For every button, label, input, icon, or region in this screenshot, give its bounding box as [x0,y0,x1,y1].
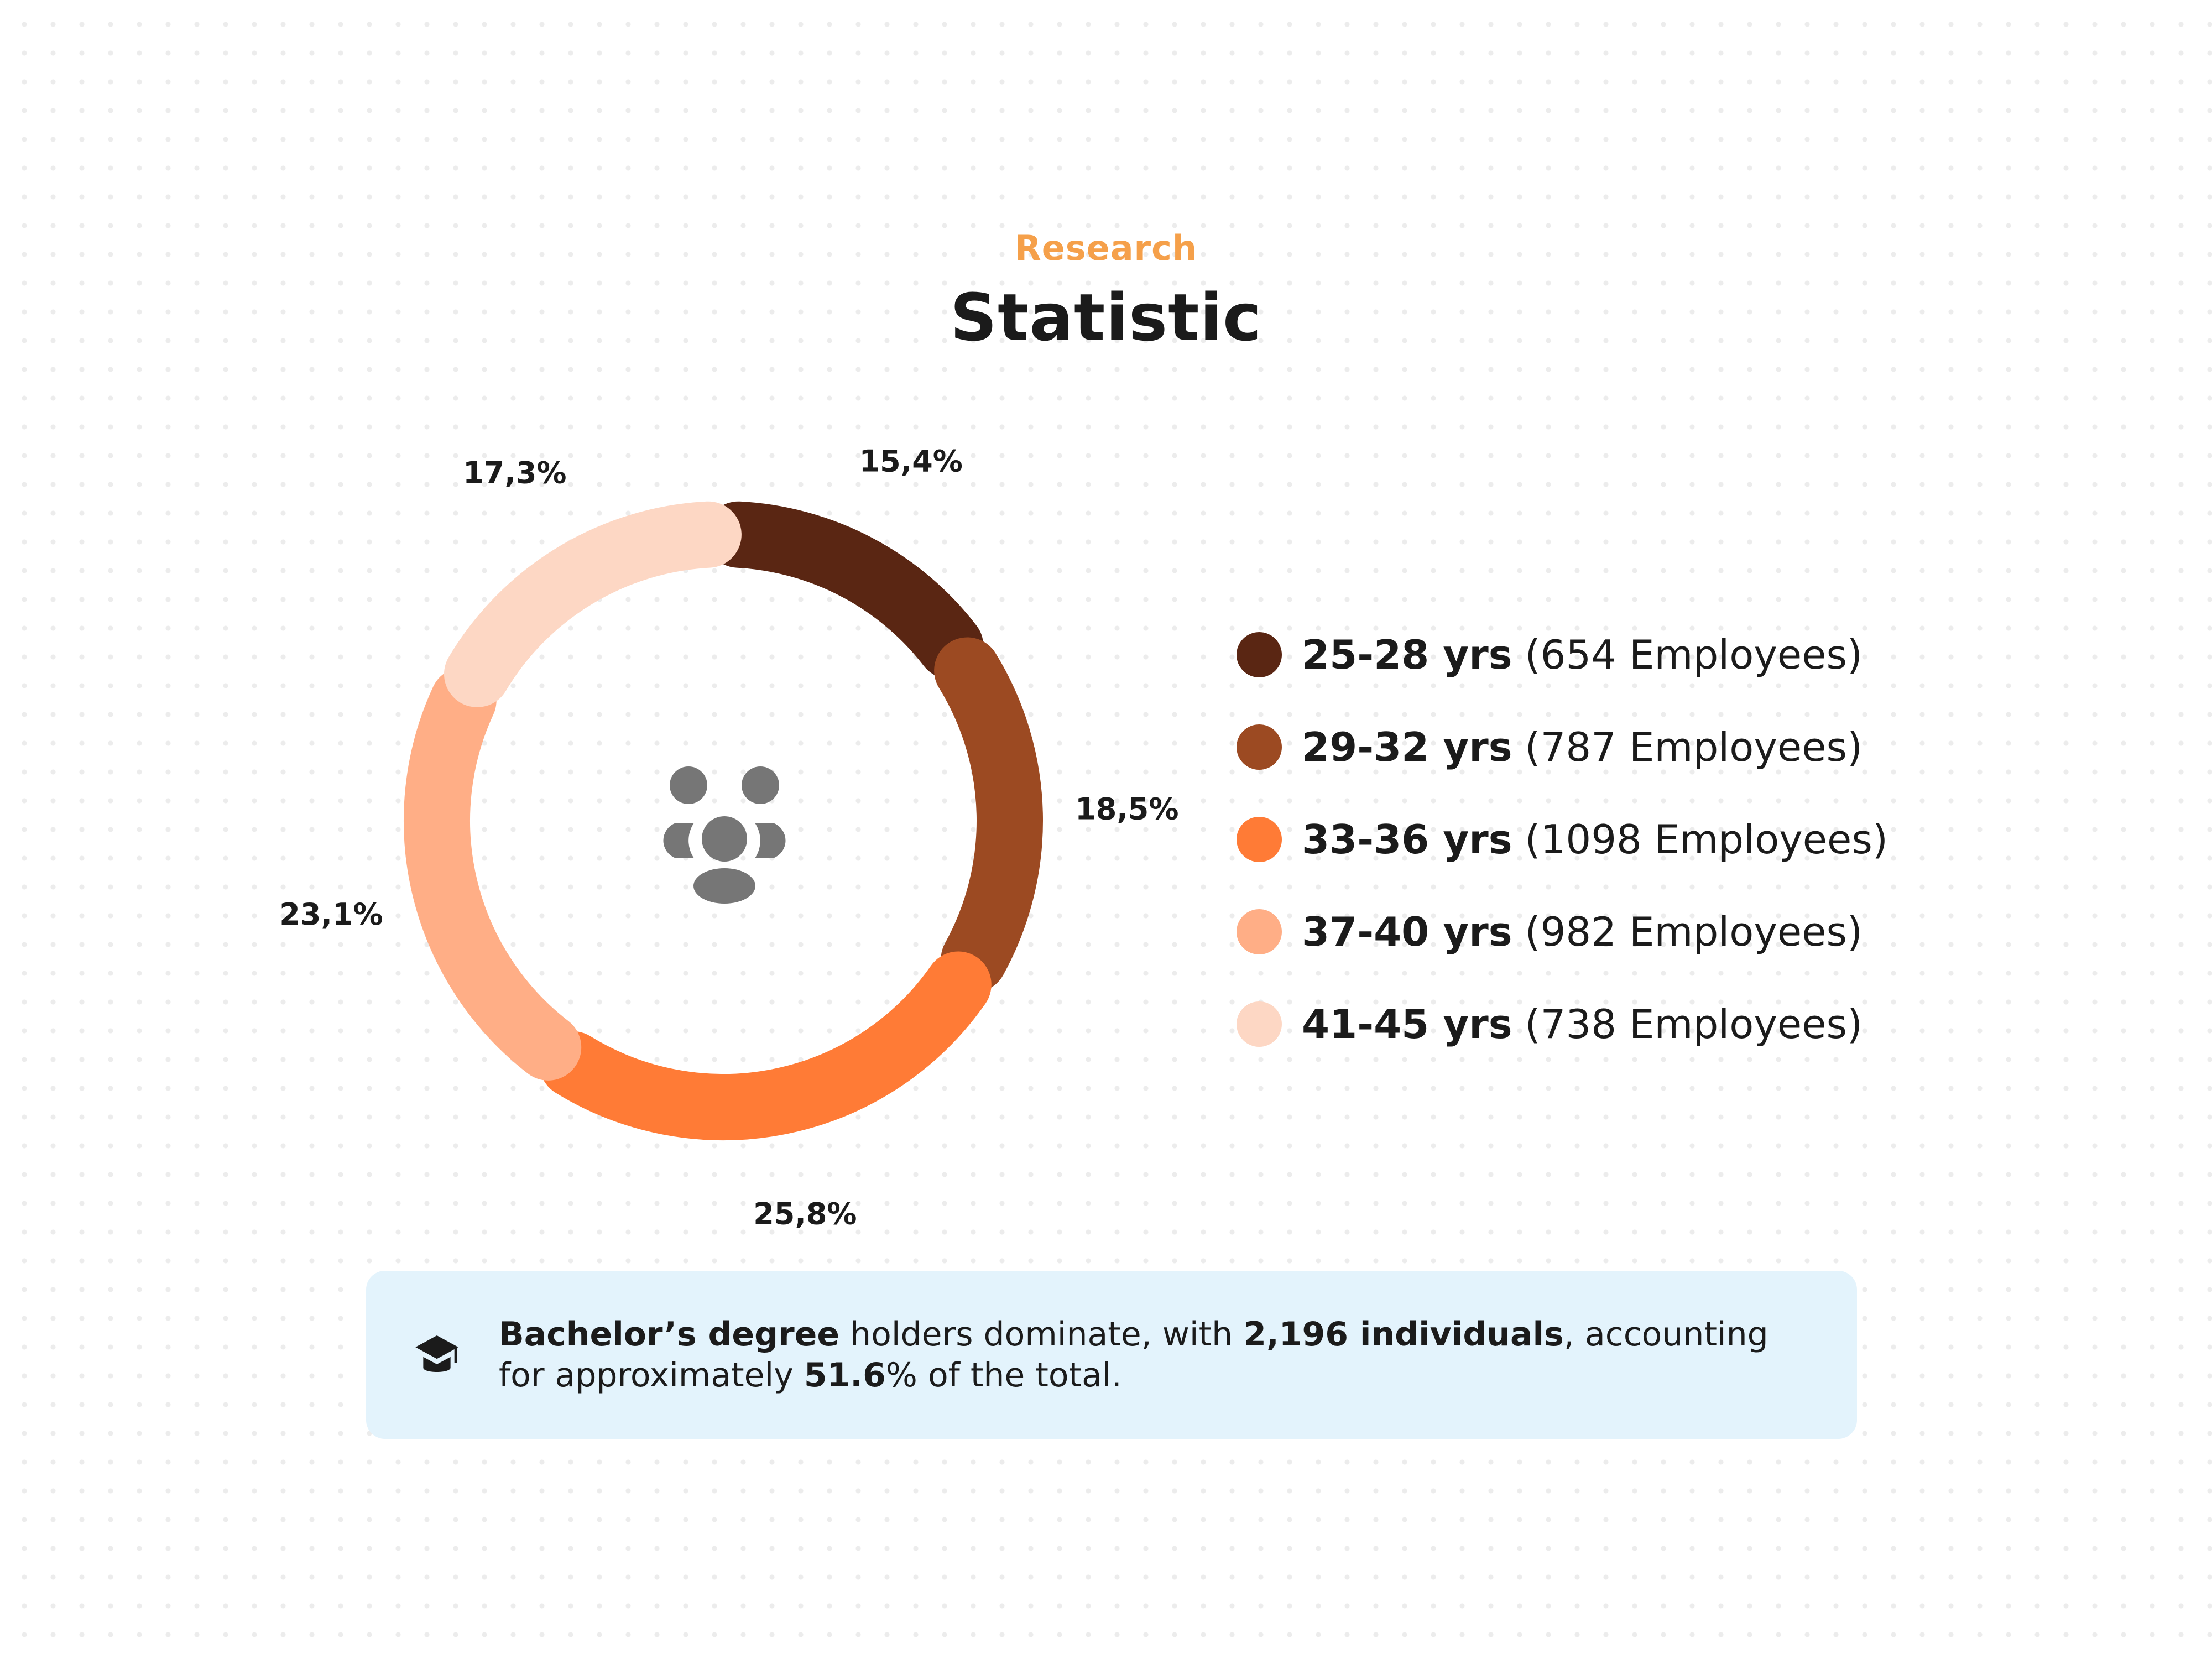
percent-highlight: 51.6 [804,1356,886,1395]
legend-item: 25-28 yrs (654 Employees) [1237,608,1888,701]
people-group-icon [663,766,786,904]
segment-percent-label: 17,3% [463,456,566,491]
graduation-cap-icon [415,1335,458,1373]
legend-range: 29-32 yrs [1302,723,1512,770]
segment-percent-label: 23,1% [279,897,383,932]
count-highlight: 2,196 individuals [1243,1315,1564,1354]
page-title: Statistic [950,279,1262,356]
legend-label: 25-28 yrs (654 Employees) [1302,632,1863,678]
donut-segment [444,501,742,707]
legend-swatch [1237,816,1282,862]
legend-count: 787 Employees [1540,723,1848,770]
legend-swatch [1237,1001,1282,1047]
legend-count-wrap: (654 Employees) [1512,631,1863,678]
section-eyebrow: Research [1014,228,1198,268]
legend-item: 41-45 yrs (738 Employees) [1237,978,1888,1070]
legend-swatch [1237,724,1282,770]
legend-item: 29-32 yrs (787 Employees) [1237,701,1888,793]
legend-label: 37-40 yrs (982 Employees) [1302,909,1863,955]
insight-text-part: % of the total. [885,1356,1122,1395]
segment-percent-label: 25,8% [753,1197,857,1232]
insight-note: Bachelor’s degree holders dominate, with… [366,1271,1857,1439]
legend-count: 654 Employees [1540,631,1848,678]
legend-label: 33-36 yrs (1098 Employees) [1302,816,1888,863]
legend-count-wrap: (738 Employees) [1512,1000,1863,1047]
legend-range: 25-28 yrs [1302,631,1512,678]
legend-count: 1098 Employees [1540,816,1872,863]
legend-item: 37-40 yrs (982 Employees) [1237,885,1888,978]
legend-count: 982 Employees [1540,908,1848,955]
donut-segment [705,501,984,679]
donut-segment [404,667,582,1081]
donut-segment [934,637,1043,993]
legend-count: 738 Employees [1540,1000,1848,1047]
person-body-right [755,823,786,858]
legend-count-wrap: (787 Employees) [1512,723,1863,770]
insight-text-part: holders dominate, with [839,1315,1244,1354]
legend-swatch [1237,632,1282,677]
legend-range: 37-40 yrs [1302,908,1512,955]
legend-range: 41-45 yrs [1302,1000,1512,1047]
insight-text: Bachelor’s degree holders dominate, with… [499,1314,1815,1396]
legend-range: 33-36 yrs [1302,816,1512,863]
segment-percent-label: 15,4% [859,444,963,478]
person-head-left [670,766,707,804]
chart-legend: 25-28 yrs (654 Employees) 29-32 yrs (787 … [1237,608,1888,1070]
person-body-center [693,868,755,904]
insight-text-part: , accounting for approximately [499,1315,1768,1395]
legend-item: 33-36 yrs (1098 Employees) [1237,793,1888,885]
person-head-center [702,816,747,862]
legend-count-wrap: (982 Employees) [1512,908,1863,955]
person-body-left [663,823,694,858]
legend-swatch [1237,909,1282,954]
legend-count-wrap: (1098 Employees) [1512,816,1888,863]
person-head-right [742,766,779,804]
segment-percent-label: 18,5% [1075,791,1178,826]
legend-label: 41-45 yrs (738 Employees) [1302,1001,1863,1047]
degree-highlight: Bachelor’s degree [499,1315,840,1354]
legend-label: 29-32 yrs (787 Employees) [1302,724,1863,770]
donut-segment [539,951,992,1140]
